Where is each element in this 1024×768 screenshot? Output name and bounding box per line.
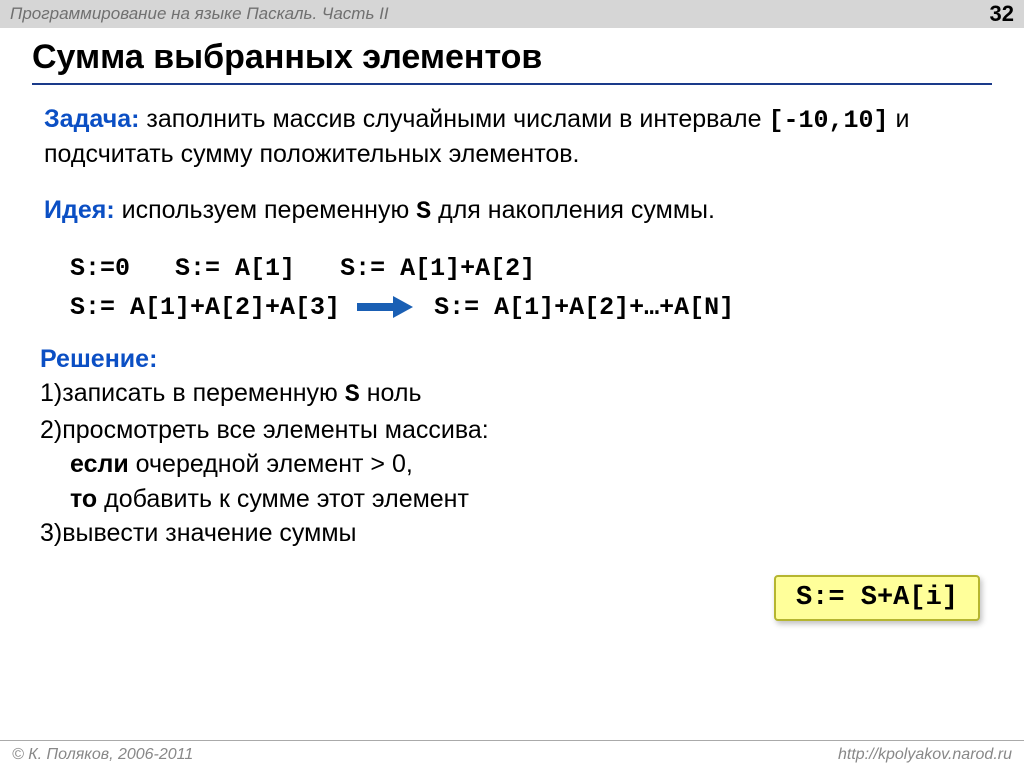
idea-var: S <box>416 197 431 226</box>
slide-footer: © К. Поляков, 2006-2011 http://kpolyakov… <box>0 740 1024 768</box>
code-example: S:=0 S:= A[1] S:= A[1]+A[2] S:= A[1]+A[2… <box>32 250 992 328</box>
solution-step1: 1)записать в переменную S ноль <box>40 376 992 413</box>
idea-text-before: используем переменную <box>115 196 417 224</box>
task-label: Задача: <box>44 105 139 133</box>
slide-header: Программирование на языке Паскаль. Часть… <box>0 0 1024 28</box>
highlight-formula: S:= S+A[i] <box>774 575 980 621</box>
footer-copyright: © К. Поляков, 2006-2011 <box>12 746 193 764</box>
arrow-icon <box>357 296 413 318</box>
page-number: 32 <box>990 1 1014 27</box>
idea-label: Идея: <box>44 196 115 224</box>
idea-paragraph: Идея: используем переменную S для накопл… <box>32 194 992 229</box>
solution-if: если очередной элемент > 0, <box>40 447 992 482</box>
footer-url: http://kpolyakov.narod.ru <box>838 746 1012 764</box>
solution-label: Решение: <box>40 342 992 377</box>
slide-content: Сумма выбранных элементов Задача: заполн… <box>0 28 1024 551</box>
code-2a: S:= A[1]+A[2]+A[3] <box>70 293 340 322</box>
solution-step3: 3)вывести значение суммы <box>40 516 992 551</box>
code-1b: S:= A[1] <box>175 254 295 283</box>
code-1a: S:=0 <box>70 254 130 283</box>
slide-title: Сумма выбранных элементов <box>32 38 992 85</box>
code-1c: S:= A[1]+A[2] <box>340 254 535 283</box>
solution-step2: 2)просмотреть все элементы массива: <box>40 413 992 448</box>
solution-section: Решение: 1)записать в переменную S ноль … <box>32 342 992 551</box>
task-text-before: заполнить массив случайными числами в ин… <box>139 105 768 133</box>
solution-then: то добавить к сумме этот элемент <box>40 482 992 517</box>
code-2b: S:= A[1]+A[2]+…+A[N] <box>434 293 734 322</box>
task-interval: [-10,10] <box>769 106 889 135</box>
header-subtitle: Программирование на языке Паскаль. Часть… <box>10 4 389 24</box>
task-paragraph: Задача: заполнить массив случайными числ… <box>32 103 992 172</box>
idea-text-after: для накопления суммы. <box>431 196 715 224</box>
